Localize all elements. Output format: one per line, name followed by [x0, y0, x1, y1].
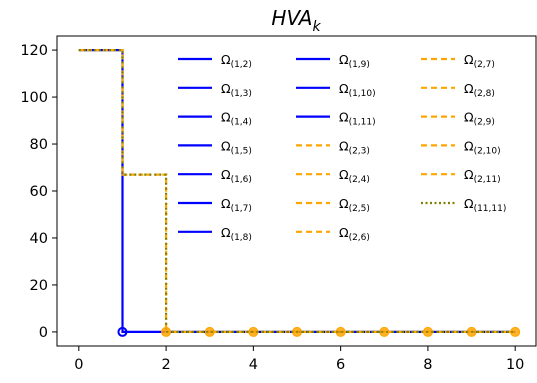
- legend-entry-label: Ω(1,10): [339, 81, 376, 99]
- y-tick-label: 40: [30, 231, 48, 247]
- y-tick-label: 20: [30, 278, 48, 294]
- legend-entry-label: Ω(1,6): [221, 167, 252, 185]
- legend-entry-label: Ω(1,4): [221, 110, 252, 128]
- x-tick-label: 8: [423, 357, 432, 373]
- y-tick-label: 0: [39, 325, 48, 341]
- legend-entry-label: Ω(1,8): [221, 225, 252, 243]
- legend-entry-label: Ω(11,11): [464, 196, 506, 214]
- y-tick-label: 60: [30, 184, 48, 200]
- chart-title-text: HVAk: [271, 6, 321, 35]
- chart-title: HVAk: [271, 6, 321, 35]
- x-tick-label: 10: [506, 357, 524, 373]
- x-tick-label: 4: [249, 357, 258, 373]
- legend-entry-label: Ω(2,5): [339, 196, 370, 214]
- legend-entry-label: Ω(2,9): [464, 110, 495, 128]
- legend-entry-label: Ω(1,9): [339, 52, 370, 70]
- legend-entry-label: Ω(1,2): [221, 52, 252, 70]
- series-line-olive-dotted: [79, 50, 515, 332]
- legend-entry-label: Ω(1,3): [221, 81, 252, 99]
- x-tick-label: 2: [161, 357, 170, 373]
- legend-entry-label: Ω(1,7): [221, 196, 252, 214]
- legend-entry-label: Ω(2,7): [464, 52, 495, 70]
- legend-entry-label: Ω(1,5): [221, 138, 252, 156]
- x-tick-label: 6: [336, 357, 345, 373]
- y-tick-label: 80: [30, 137, 48, 153]
- x-tick-label: 0: [74, 357, 83, 373]
- legend-entry-label: Ω(2,11): [464, 167, 501, 185]
- legend-entry-label: Ω(1,11): [339, 110, 376, 128]
- y-tick-label: 120: [20, 43, 48, 59]
- y-tick-label: 100: [20, 90, 48, 106]
- legend-entry-label: Ω(2,3): [339, 138, 370, 156]
- series-line-blue-solid: [79, 50, 515, 332]
- plot-lines: [79, 50, 515, 332]
- legend-entry-label: Ω(2,10): [464, 138, 501, 156]
- series-line-orange-dashed: [79, 50, 515, 332]
- legend-entry-label: Ω(2,4): [339, 167, 370, 185]
- legend-entry-label: Ω(2,6): [339, 225, 370, 243]
- legend-entry-label: Ω(2,8): [464, 81, 495, 99]
- legend: Ω(1,2) Ω(1,3) Ω(1,4) Ω(1,5) Ω(1,6) Ω(1,7) Ω(1,…: [178, 52, 506, 243]
